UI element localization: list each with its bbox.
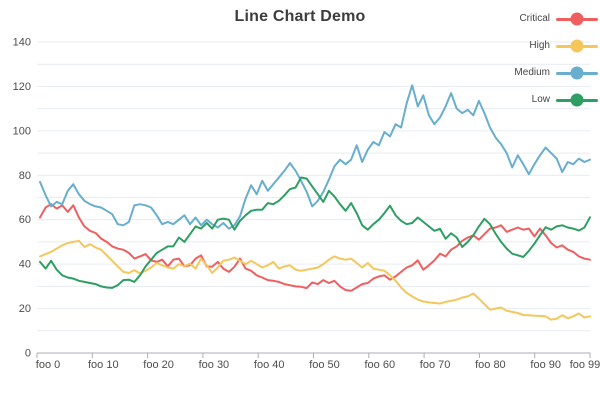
y-axis-label: 100: [13, 125, 31, 137]
x-axis-label: foo 30: [199, 359, 230, 371]
x-axis-label: foo 70: [420, 359, 451, 371]
x-axis-label: foo 60: [365, 359, 396, 371]
chart-legend: Critical High Medium Low: [514, 12, 598, 120]
legend-item-medium[interactable]: Medium: [514, 66, 598, 80]
legend-label: High: [529, 40, 550, 51]
y-axis-label: 40: [19, 259, 31, 271]
legend-label: Critical: [519, 13, 550, 24]
series-line-medium[interactable]: [39, 84, 591, 230]
legend-label: Low: [531, 94, 550, 105]
line-dot-marker-icon: [556, 66, 598, 80]
x-axis-label: foo 90: [530, 359, 561, 371]
y-axis-label: 0: [25, 348, 31, 360]
x-axis-label: foo 40: [254, 359, 285, 371]
series-line-low[interactable]: [39, 176, 591, 289]
series-line-high[interactable]: [39, 239, 591, 321]
line-dot-marker-icon: [556, 93, 598, 107]
legend-label: Medium: [514, 67, 550, 78]
x-axis-label: foo 99: [570, 359, 600, 371]
legend-item-high[interactable]: High: [514, 39, 598, 53]
x-axis-label: foo 80: [475, 359, 506, 371]
y-axis-label: 140: [13, 37, 31, 49]
y-axis-label: 20: [19, 303, 31, 315]
y-axis-label: 120: [13, 81, 31, 93]
y-axis-label: 80: [19, 170, 31, 182]
chart-title: Line Chart Demo: [234, 8, 366, 25]
x-axis-label: foo 10: [88, 359, 119, 371]
legend-item-low[interactable]: Low: [514, 93, 598, 107]
line-dot-marker-icon: [556, 39, 598, 53]
y-axis-label: 60: [19, 214, 31, 226]
x-axis-label: foo 0: [36, 359, 60, 371]
x-axis-label: foo 50: [309, 359, 340, 371]
series-line-critical[interactable]: [39, 203, 591, 292]
x-axis-label: foo 20: [143, 359, 174, 371]
legend-item-critical[interactable]: Critical: [514, 12, 598, 26]
line-dot-marker-icon: [556, 12, 598, 26]
